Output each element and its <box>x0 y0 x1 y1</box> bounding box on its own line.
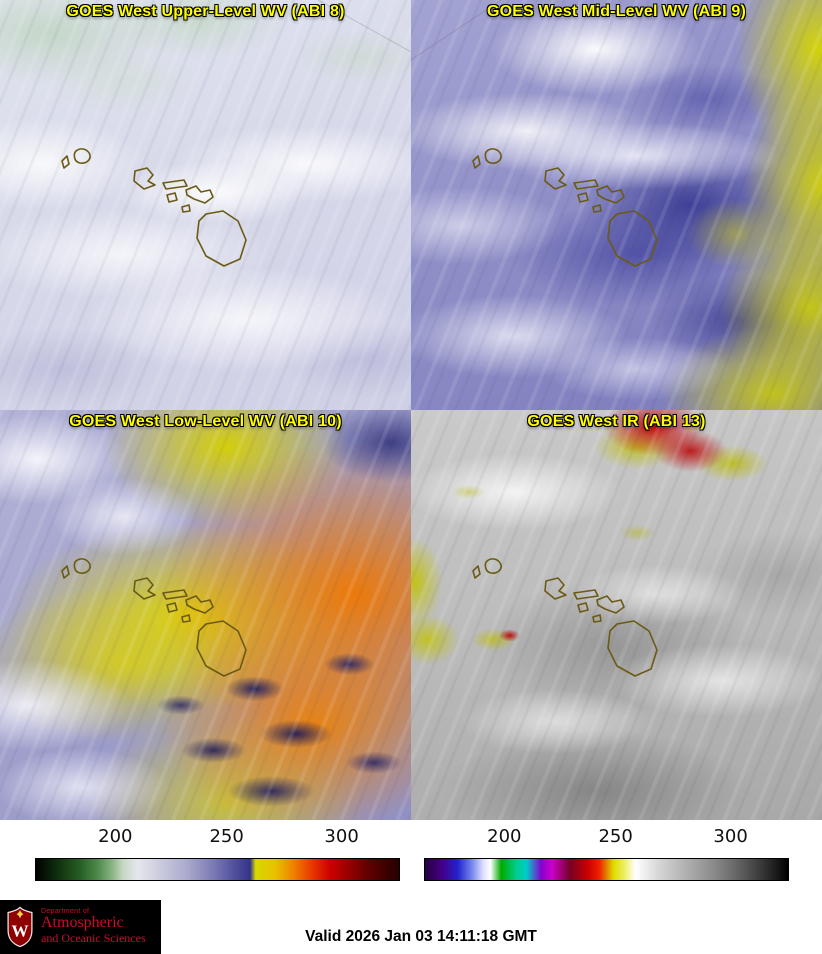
logo-text: Department of Atmospheric and Oceanic Sc… <box>41 908 146 946</box>
hawaii-islands-overlay <box>411 0 658 267</box>
panel-grid: GOES West Upper-Level WV (ABI 8) GOES We… <box>0 0 822 820</box>
hawaii-islands-overlay <box>61 558 247 677</box>
ir-tick-250: 250 <box>598 826 633 847</box>
wv-tick-200: 200 <box>98 826 133 847</box>
ir-colorbar-block: 200 250 300 <box>424 826 789 881</box>
satellite-imagery-abi9 <box>411 0 822 410</box>
panel-title-abi10: GOES West Low-Level WV (ABI 10) <box>69 413 342 430</box>
panel-upper-level-wv: GOES West Upper-Level WV (ABI 8) <box>0 0 411 410</box>
wv-colorbar <box>35 858 400 881</box>
footer: W Department of Atmospheric and Oceanic … <box>0 900 822 954</box>
wv-tick-300: 300 <box>324 826 359 847</box>
wv-tick-250: 250 <box>209 826 244 847</box>
logo-dept-name-line2: and Oceanic Sciences <box>41 931 146 945</box>
uw-crest-icon: W <box>7 906 33 948</box>
panel-low-level-wv: GOES West Low-Level WV (ABI 10) <box>0 410 411 820</box>
satellite-imagery-abi10 <box>0 410 411 820</box>
uw-aos-logo: W Department of Atmospheric and Oceanic … <box>0 900 161 954</box>
panel-title-abi9: GOES West Mid-Level WV (ABI 9) <box>486 3 747 20</box>
wv-colorbar-block: 200 250 300 <box>35 826 400 881</box>
ir-colorbar-ticks: 200 250 300 <box>424 826 789 854</box>
map-gridline <box>411 0 502 61</box>
colorbar-section: 200 250 300 200 250 300 <box>0 826 822 881</box>
satellite-imagery-abi8 <box>0 0 411 410</box>
ir-tick-200: 200 <box>487 826 522 847</box>
ir-colorbar <box>424 858 789 881</box>
logo-dept-prefix: Department of <box>41 908 90 916</box>
valid-time-label: Valid 2026 Jan 03 14:11:18 GMT <box>305 928 537 945</box>
wv-colorbar-ticks: 200 250 300 <box>35 826 400 854</box>
panel-ir: GOES West IR (ABI 13) <box>411 410 822 820</box>
logo-dept-name-line1: Atmospheric <box>41 914 124 932</box>
panel-title-abi13: GOES West IR (ABI 13) <box>527 413 706 430</box>
panel-mid-level-wv: GOES West Mid-Level WV (ABI 9) <box>411 0 822 410</box>
map-gridline <box>317 0 411 53</box>
hawaii-islands-overlay <box>472 558 658 677</box>
satellite-imagery-abi13 <box>411 410 822 820</box>
panel-title-abi8: GOES West Upper-Level WV (ABI 8) <box>66 3 345 20</box>
crest-letter: W <box>11 921 28 940</box>
ir-tick-300: 300 <box>713 826 748 847</box>
hawaii-islands-overlay <box>61 0 411 267</box>
